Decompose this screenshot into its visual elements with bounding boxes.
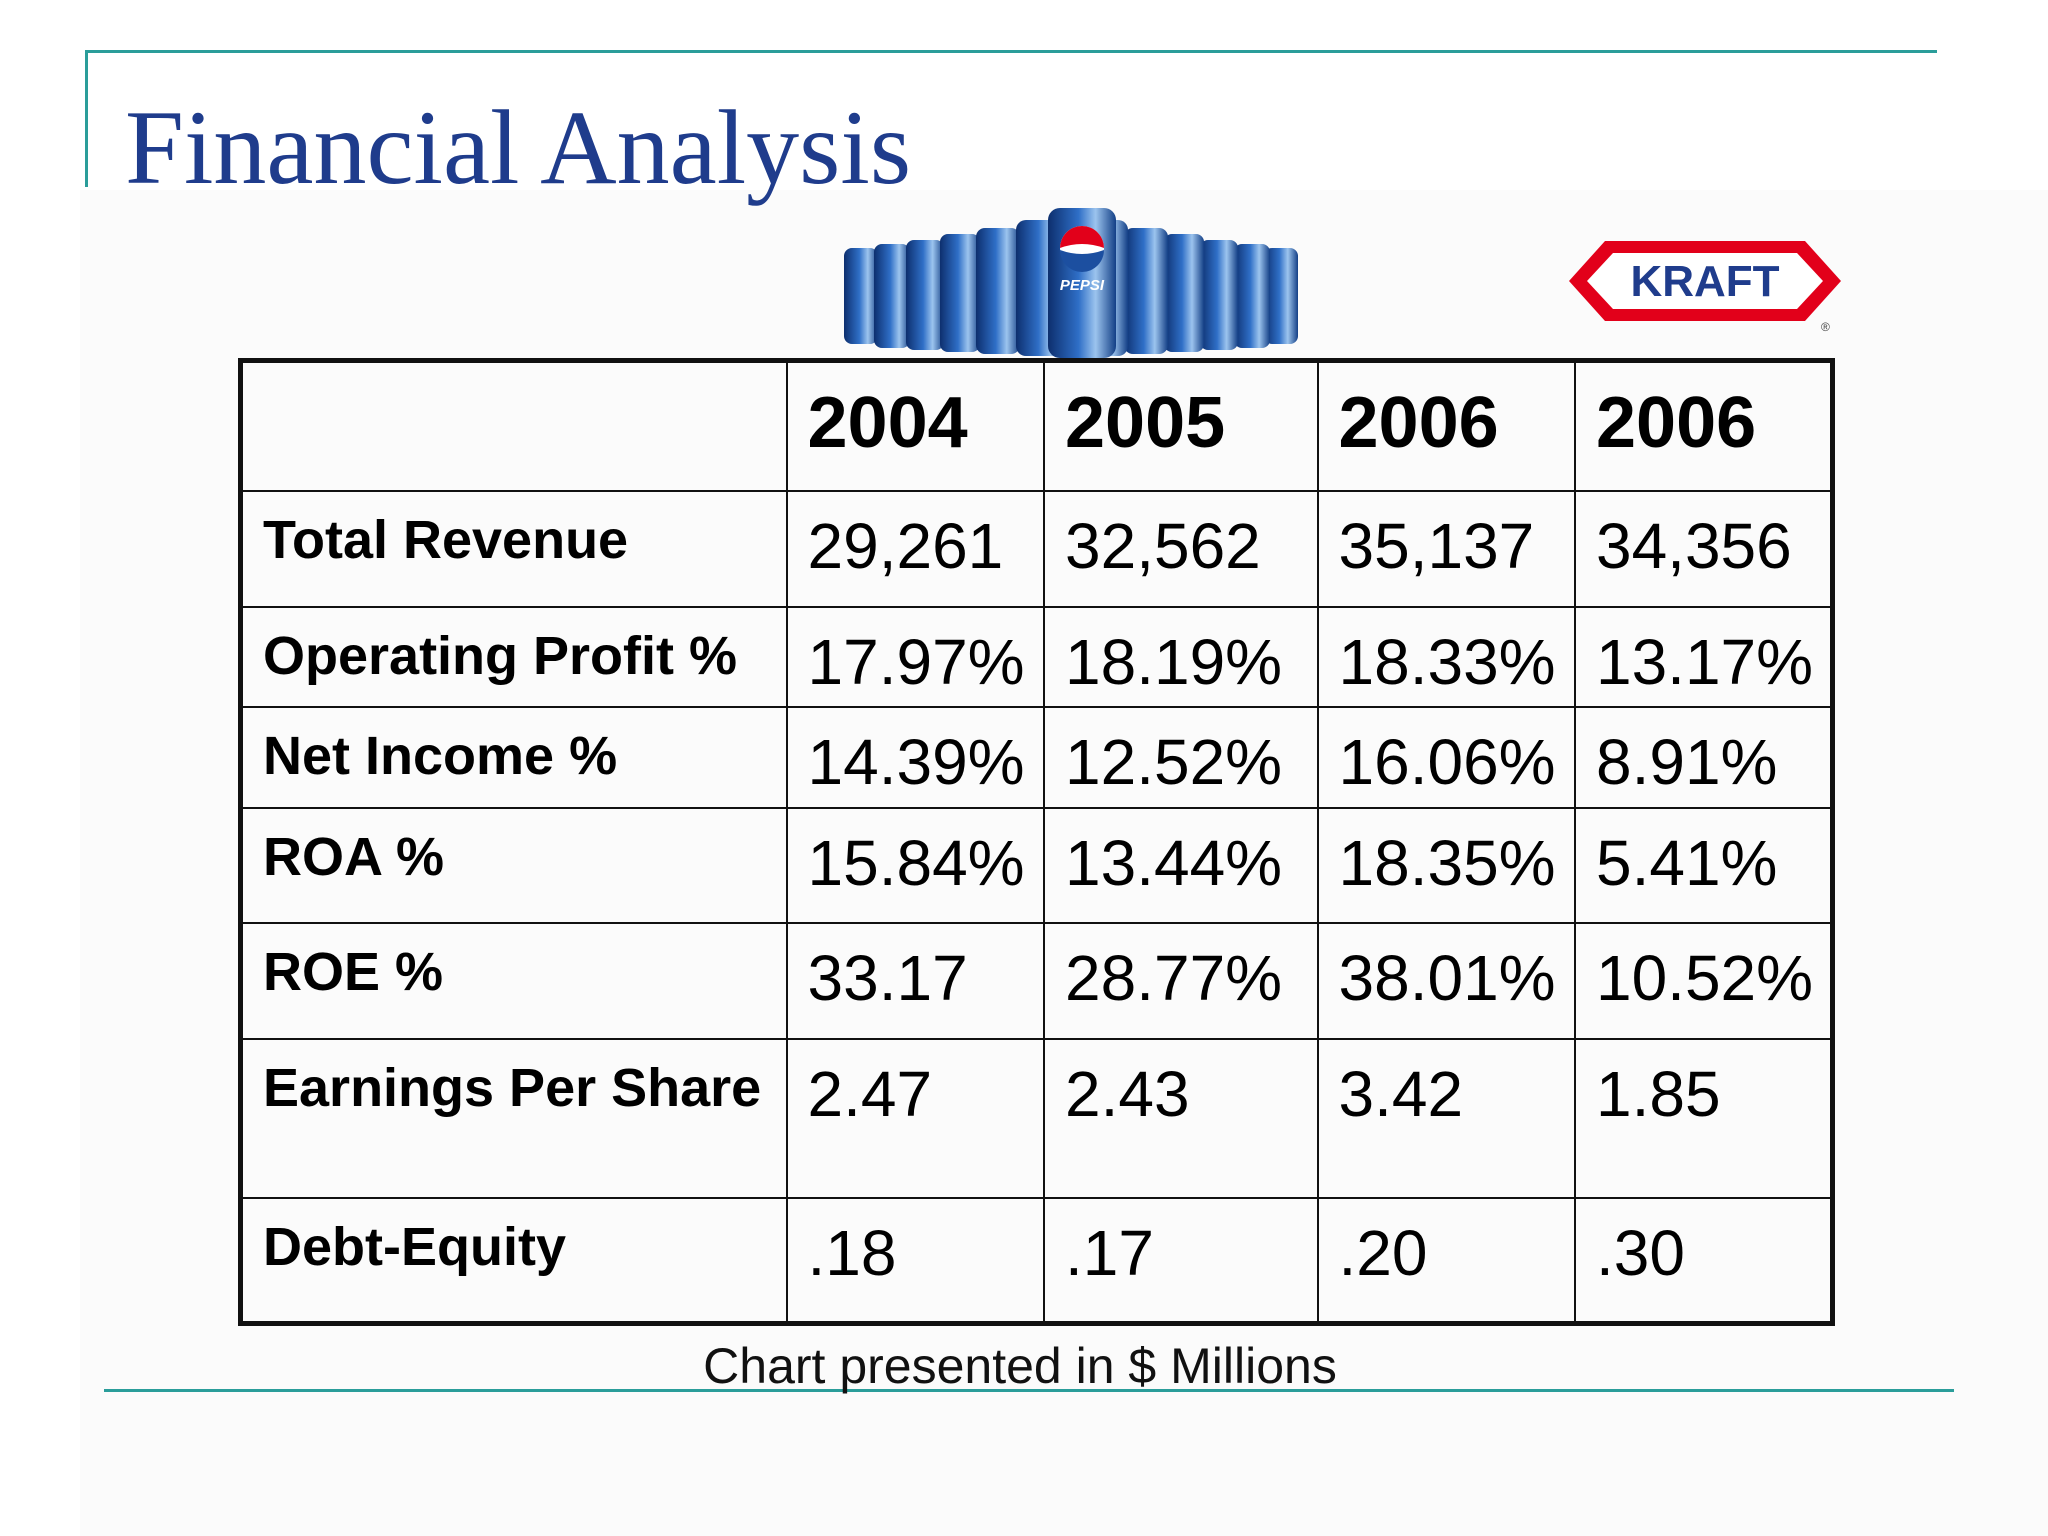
kraft-logo: KRAFT ® xyxy=(1569,241,1841,334)
table-cell: .20 xyxy=(1316,1196,1576,1325)
table-cell: 15.84% xyxy=(785,806,1046,925)
table-header-row: 2004 2005 2006 2006 xyxy=(239,359,1834,493)
year-header: 2006 xyxy=(1316,359,1576,493)
table-cell: 5.41% xyxy=(1573,806,1834,925)
table-cell: 32,562 xyxy=(1043,490,1319,608)
year-header: 2006 xyxy=(1573,359,1834,493)
table-cell: 13.44% xyxy=(1043,806,1319,925)
table-cell: 2.47 xyxy=(785,1037,1046,1199)
table-cell: 18.19% xyxy=(1043,605,1319,709)
table-row: Net Income % 14.39% 12.52% 16.06% 8.91% xyxy=(239,706,1834,809)
table-cell: 12.52% xyxy=(1043,706,1319,809)
header-empty-cell xyxy=(239,359,788,493)
table-cell: 35,137 xyxy=(1316,490,1576,608)
table-row: Earnings Per Share 2.47 2.43 3.42 1.85 xyxy=(239,1037,1834,1199)
table-cell: 8.91% xyxy=(1573,706,1834,809)
row-label: ROE % xyxy=(239,922,788,1040)
table-row: Operating Profit % 17.97% 18.19% 18.33% … xyxy=(239,605,1834,709)
table-row: ROA % 15.84% 13.44% 18.35% 5.41% xyxy=(239,806,1834,925)
left-rule xyxy=(85,50,88,187)
table-row: ROE % 33.17 28.77% 38.01% 10.52% xyxy=(239,922,1834,1040)
table-cell: 34,356 xyxy=(1573,490,1834,608)
financial-table: 2004 2005 2006 2006 Total Revenue 29,261… xyxy=(238,358,1835,1326)
row-label: Earnings Per Share xyxy=(239,1037,788,1199)
row-label: Operating Profit % xyxy=(239,605,788,709)
kraft-registered-mark: ® xyxy=(1821,320,1830,334)
row-label: Debt-Equity xyxy=(239,1196,788,1325)
kraft-wordmark: KRAFT xyxy=(1630,257,1779,306)
year-header: 2004 xyxy=(785,359,1046,493)
table-cell: 29,261 xyxy=(785,490,1046,608)
pepsi-can-text: PEPSI xyxy=(1060,277,1105,294)
pepsi-cans-logo: PEPSI xyxy=(844,208,1298,358)
table-cell: 33.17 xyxy=(785,922,1046,1040)
table-cell: 13.17% xyxy=(1573,605,1834,709)
pepsi-can-row xyxy=(844,208,1298,358)
table-cell: 10.52% xyxy=(1573,922,1834,1040)
table-cell: 28.77% xyxy=(1043,922,1319,1040)
row-label: Total Revenue xyxy=(239,490,788,608)
table-cell: 14.39% xyxy=(785,706,1046,809)
table-cell: 38.01% xyxy=(1316,922,1576,1040)
year-header: 2005 xyxy=(1043,359,1319,493)
top-rule xyxy=(85,50,1937,53)
table-cell: .30 xyxy=(1573,1196,1834,1325)
table-cell: .17 xyxy=(1043,1196,1319,1325)
row-label: ROA % xyxy=(239,806,788,925)
table-cell: 16.06% xyxy=(1316,706,1576,809)
table-cell: 18.33% xyxy=(1316,605,1576,709)
row-label: Net Income % xyxy=(239,706,788,809)
table-cell: 2.43 xyxy=(1043,1037,1319,1199)
bottom-rule xyxy=(104,1389,1954,1392)
table-cell: 3.42 xyxy=(1316,1037,1576,1199)
table-cell: 1.85 xyxy=(1573,1037,1834,1199)
footnote: Chart presented in $ Millions xyxy=(703,1338,1337,1394)
table-row: Debt-Equity .18 .17 .20 .30 xyxy=(239,1196,1834,1325)
table-cell: 17.97% xyxy=(785,605,1046,709)
table-cell: .18 xyxy=(785,1196,1046,1325)
table-cell: 18.35% xyxy=(1316,806,1576,925)
slide-title: Financial Analysis xyxy=(125,89,912,206)
table-row: Total Revenue 29,261 32,562 35,137 34,35… xyxy=(239,490,1834,608)
